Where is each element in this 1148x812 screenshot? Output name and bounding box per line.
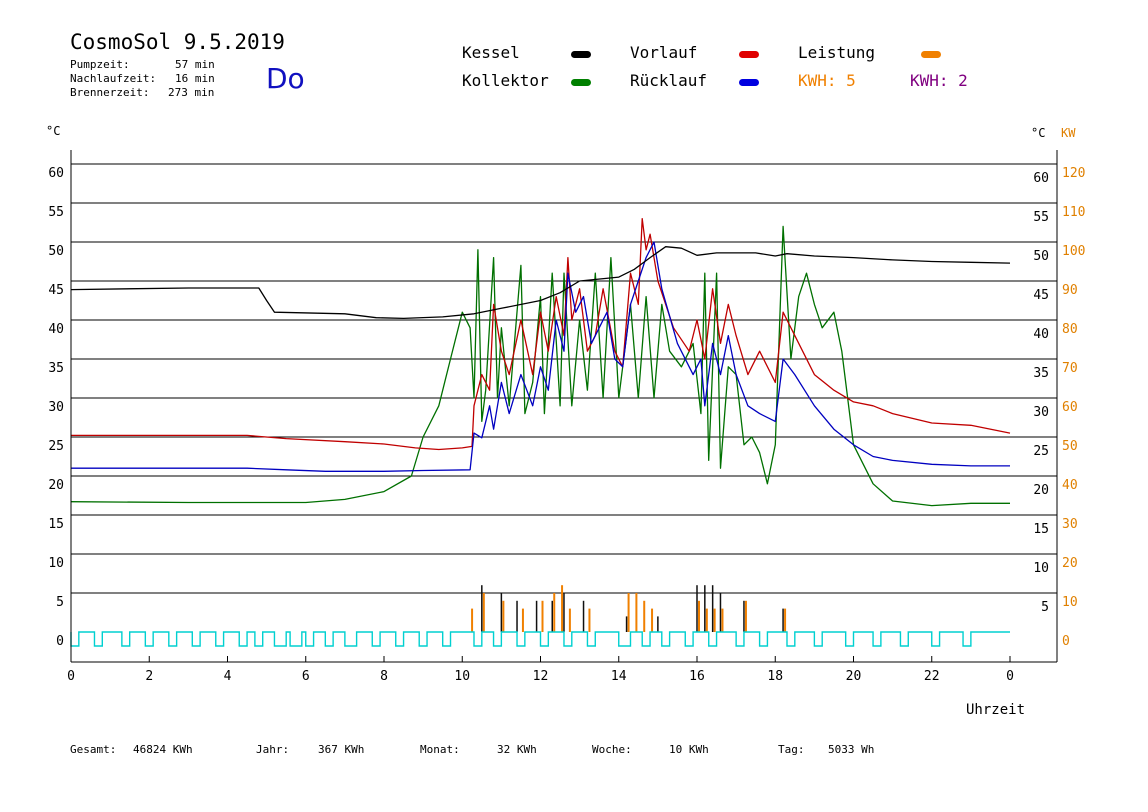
y2-tick-label: 90 (1062, 283, 1078, 298)
series-line-kessel (70, 246, 1011, 320)
legend-ruecklauf-swatch (739, 79, 759, 86)
x-tick-label: 14 (611, 669, 627, 684)
y-tick-label-left: 20 (48, 478, 64, 493)
y-tick-label-right: 45 (1033, 288, 1049, 303)
y2-tick-label: 60 (1062, 400, 1078, 415)
y-tick-label-left: 35 (48, 361, 64, 376)
chart-title: CosmoSol 9.5.2019 (70, 30, 285, 54)
y-tick-label-left: 60 (48, 166, 64, 181)
y2-tick-label: 40 (1062, 478, 1078, 493)
right-axis-unit: °C (1031, 126, 1046, 140)
stat-pumpzeit-value: 57 min (175, 58, 215, 71)
y2-tick-label: 50 (1062, 439, 1078, 454)
x-tick-label: 2 (145, 669, 153, 684)
stat-nachlaufzeit-value: 16 min (175, 72, 215, 85)
y-tick-label-left: 5 (56, 595, 64, 610)
y2-tick-label: 0 (1062, 634, 1070, 649)
y2-tick-label: 20 (1062, 556, 1078, 571)
y-tick-label-right: 30 (1033, 405, 1049, 420)
y-tick-label-right: 55 (1033, 210, 1049, 225)
footer-jahr-value: 367 KWh (318, 743, 365, 756)
y-tick-label-left: 30 (48, 400, 64, 415)
footer-monat-value: 32 KWh (497, 743, 537, 756)
stat-brennerzeit-label: Brennerzeit: (70, 86, 150, 99)
x-tick-label: 8 (380, 669, 388, 684)
footer-gesamt-label: Gesamt: (70, 743, 117, 756)
left-axis-unit: °C (46, 124, 61, 138)
x-tick-label: 4 (224, 669, 232, 684)
x-tick-label: 16 (689, 669, 705, 684)
x-tick-label: 18 (767, 669, 783, 684)
right-axis-unit-kw: KW (1061, 126, 1076, 140)
legend-kollektor-label: Kollektor (462, 71, 549, 90)
series-line-kollektor (70, 225, 1010, 507)
y-tick-label-right: 60 (1033, 171, 1049, 186)
x-tick-label: 0 (1006, 669, 1014, 684)
y2-tick-label: 10 (1062, 595, 1078, 610)
footer-gesamt-value: 46824 KWh (133, 743, 193, 756)
legend-ruecklauf-label: Rücklauf (630, 71, 708, 90)
y-tick-label-right: 10 (1033, 561, 1049, 576)
legend-kollektor-swatch (571, 79, 591, 86)
stat-pumpzeit-label: Pumpzeit: (70, 58, 130, 71)
y-tick-label-left: 15 (48, 517, 64, 532)
x-tick-label: 0 (67, 669, 75, 684)
y2-tick-label: 120 (1062, 166, 1085, 181)
x-axis-label: Uhrzeit (966, 702, 1026, 718)
x-tick-label: 12 (533, 669, 549, 684)
x-tick-label: 22 (924, 669, 940, 684)
y2-tick-label: 30 (1062, 517, 1078, 532)
y-tick-label-right: 15 (1033, 522, 1049, 537)
y-tick-label-right: 50 (1033, 249, 1049, 264)
y-tick-label-left: 55 (48, 205, 64, 220)
y-tick-label-left: 45 (48, 283, 64, 298)
y-tick-label-right: 35 (1033, 366, 1049, 381)
weekday-label: Do (266, 62, 305, 95)
series-line-vorlauf (71, 217, 1011, 451)
x-tick-label: 6 (302, 669, 310, 684)
y2-tick-label: 110 (1062, 205, 1085, 220)
legend-vorlauf-swatch (739, 51, 759, 58)
legend-kessel-swatch (571, 51, 591, 58)
footer-woche-value: 10 KWh (669, 743, 709, 756)
legend-leistung-label: Leistung (798, 43, 876, 62)
y-tick-label-left: 10 (48, 556, 64, 571)
x-tick-label: 10 (454, 669, 470, 684)
legend-vorlauf-label: Vorlauf (630, 43, 698, 62)
y2-tick-label: 80 (1062, 322, 1078, 337)
y-tick-label-left: 25 (48, 439, 64, 454)
pump-pulse-series (70, 631, 1010, 647)
y-tick-label-left: 50 (48, 244, 64, 259)
y2-tick-label: 100 (1062, 244, 1085, 259)
footer-tag-value: 5033 Wh (828, 743, 875, 756)
footer-monat-label: Monat: (420, 743, 460, 756)
y2-tick-label: 70 (1062, 361, 1078, 376)
footer-tag-label: Tag: (778, 743, 805, 756)
legend-kwh-leistung: KWH: 5 (798, 71, 856, 90)
stat-nachlaufzeit-label: Nachlaufzeit: (70, 72, 157, 85)
y-tick-label-right: 20 (1033, 483, 1049, 498)
y-tick-label-left: 40 (48, 322, 64, 337)
legend-kwh-brenner: KWH: 2 (910, 71, 968, 90)
stat-brennerzeit-value: 273 min (168, 86, 215, 99)
y-tick-label-right: 5 (1041, 600, 1049, 615)
x-tick-label: 20 (846, 669, 862, 684)
footer-woche-label: Woche: (592, 743, 632, 756)
y-tick-label-right: 25 (1033, 444, 1049, 459)
y-tick-label-right: 40 (1033, 327, 1049, 342)
footer-jahr-label: Jahr: (256, 743, 290, 756)
legend-leistung-swatch (921, 51, 941, 58)
legend-kessel-label: Kessel (462, 43, 520, 62)
y-tick-label-left: 0 (56, 634, 64, 649)
series-line-ruecklauf (71, 241, 1010, 472)
